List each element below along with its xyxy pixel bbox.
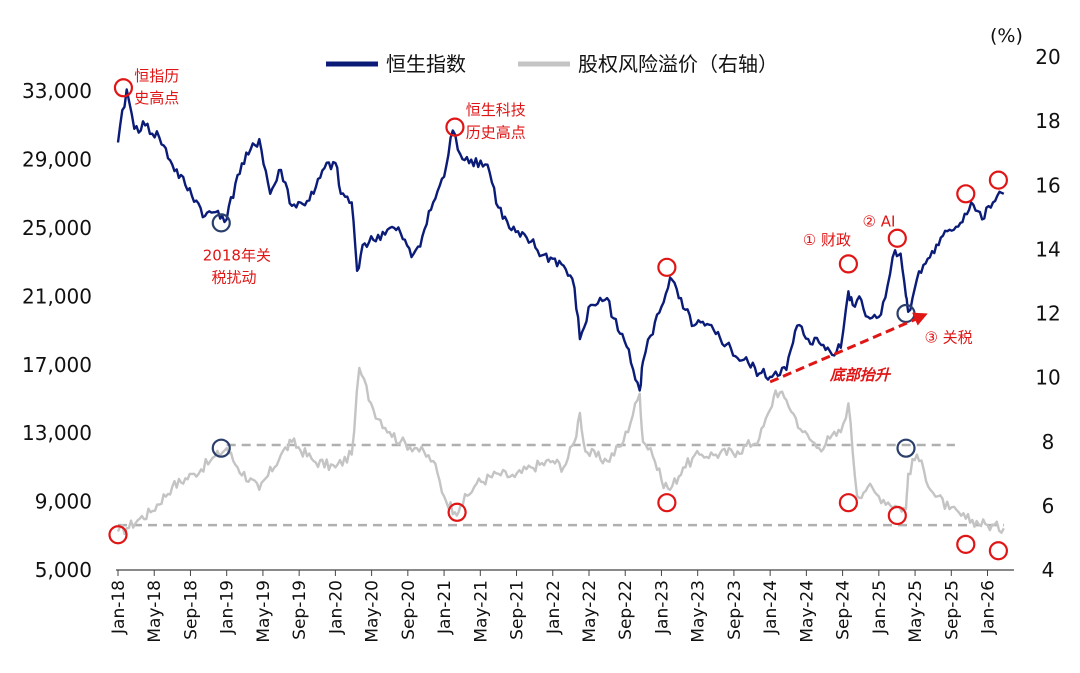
highlight-circle [988,541,1008,561]
y-right-tick-label: 18 [1035,109,1060,133]
annotation-label: 史高点 [134,89,179,107]
annotation-label: ② AI [863,212,896,230]
x-tick-label: May-20 [363,580,383,643]
x-tick-label: Jan-19 [218,580,238,635]
x-tick-label: Jan-23 [652,580,672,635]
x-tick-label: Sep-24 [834,580,854,640]
series-lines [116,88,1005,536]
y-right-tick-label: 6 [1042,494,1055,518]
highlight-circle [887,505,907,526]
y-left-tick-label: 21,000 [22,284,92,308]
x-tick-label: Sep-21 [508,580,528,640]
highlight-circle [838,493,858,513]
x-tick-label: May-21 [471,580,491,643]
x-tick-label: Jan-24 [761,580,781,635]
highlight-circle [108,525,128,545]
x-tick-label: Jan-26 [979,580,999,635]
trend-arrow [769,312,928,384]
x-tick-label: Sep-22 [616,580,636,640]
x-tick-label: Sep-19 [290,580,310,640]
x-tick-label: Sep-18 [181,580,201,640]
highlight-circle [988,170,1008,190]
y-left-tick-label: 29,000 [22,148,92,172]
x-ticks: Jan-18 May-18 Sep-18 Jan-19 May-19 Sep-19 Jan-… [109,570,999,643]
highlight-circles [108,78,1008,561]
y-right-tick-label: 14 [1035,237,1060,261]
x-tick-label: Sep-23 [725,580,745,640]
x-tick-label: Sep-25 [942,580,962,640]
y-right-tick-label: 12 [1035,302,1060,326]
legend-label-erp: 股权风险溢价（右轴） [578,52,778,76]
series-line-hang-seng-index [116,88,1005,392]
x-tick-label: May-19 [254,580,274,643]
highlight-circle [211,438,231,458]
x-tick-label: May-24 [797,580,817,643]
y-left-tick-label: 9,000 [35,490,92,514]
x-tick-label: May-22 [580,580,600,643]
y-right-ticks: 20 18 16 14 12 10 8 6 4 [1035,45,1060,582]
highlight-circle [445,117,465,137]
highlight-circle [956,534,976,554]
y-left-tick-label: 5,000 [35,558,92,582]
annotation-label: 税扰动 [211,269,256,287]
y-left-tick-label: 33,000 [22,79,92,103]
trend-arrow-head [912,312,928,326]
highlight-circle [113,78,134,98]
x-tick-label: May-23 [689,580,709,643]
y-left-tick-label: 17,000 [22,353,92,377]
reference-lines [118,443,1004,527]
highlight-circle [211,213,231,233]
x-tick-label: Sep-20 [399,580,419,640]
annotation-label: ③ 关税 [924,329,972,347]
y-right-tick-label: 4 [1042,558,1055,582]
x-tick-label: Jan-25 [870,580,890,635]
x-tick-label: May-18 [145,580,165,643]
x-tick-label: Jan-20 [326,580,346,635]
highlight-circle [447,502,467,522]
highlight-circle [956,184,976,204]
x-tick-label: Jan-18 [109,580,129,635]
x-tick-label: May-25 [906,580,926,643]
annotation-label: ① 财政 [803,231,851,249]
annotation-label: 恒指历 [134,67,179,85]
y-left-tick-label: 13,000 [22,421,92,445]
highlight-circle [657,493,677,513]
y-right-tick-label: 16 [1035,173,1060,197]
x-tick-label: Jan-22 [544,580,564,635]
annotation-label: 历史高点 [466,123,526,141]
y-right-tick-label: 20 [1035,45,1060,69]
highlight-circle [657,257,677,277]
x-tick-label: Jan-21 [435,580,455,635]
highlight-circle [838,254,858,274]
highlight-circle [887,228,907,248]
y-right-tick-label: 8 [1042,430,1055,454]
annotation-label: 恒生科技 [466,101,526,119]
y-left-ticks: 33,000 29,000 25,000 21,000 17,000 13,000 9,00… [22,79,92,582]
legend: 恒生指数 股权风险溢价（右轴） [326,52,778,76]
annotation-label: 底部抬升 [829,366,892,384]
right-axis-unit: (%) [990,25,1023,47]
legend-label-hsi: 恒生指数 [386,52,466,76]
y-right-tick-label: 10 [1035,366,1060,390]
highlight-circle [896,438,916,458]
annotation-label: 2018年关 [203,246,271,264]
series-line-equity-risk-premium [116,366,1005,536]
y-left-tick-label: 25,000 [22,216,92,240]
